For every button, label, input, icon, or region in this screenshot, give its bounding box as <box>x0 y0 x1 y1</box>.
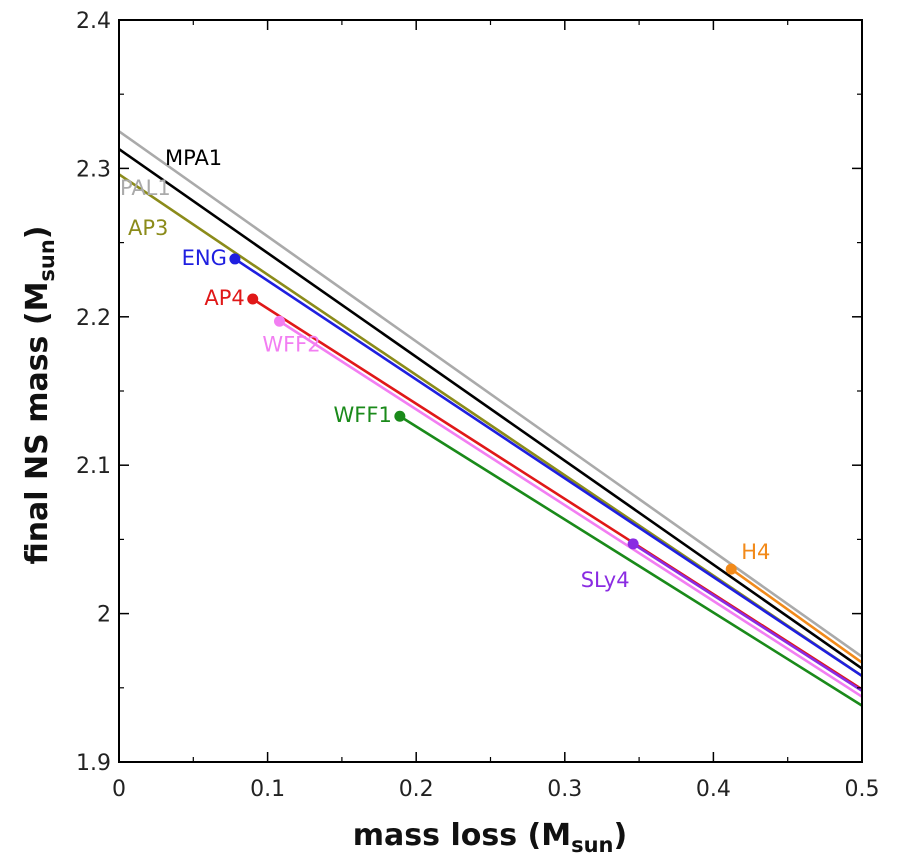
series-line-wff1 <box>399 415 863 707</box>
series-label-h4: H4 <box>741 540 770 564</box>
x-axis-title-main: mass loss (M <box>353 818 571 853</box>
series-marker-h4 <box>725 563 737 575</box>
x-axis-title-sub: sun <box>571 833 613 854</box>
x-tick-label: 0.5 <box>845 777 880 802</box>
y-tick-label: 2.4 <box>76 9 111 34</box>
series-label-wff2: WFF2 <box>262 332 320 356</box>
y-axis-title-end: ) <box>20 225 55 239</box>
y-tick-label: 2.2 <box>76 306 111 331</box>
x-tick-label: 0.1 <box>250 777 285 802</box>
plot-frame <box>118 19 863 763</box>
series-line-wff2 <box>278 320 863 698</box>
y-axis-title-main: final NS mass (M <box>20 282 55 565</box>
y-tick-label: 2.3 <box>76 157 111 182</box>
x-tick-label: 0.3 <box>547 777 582 802</box>
series-marker-wff1 <box>394 410 406 422</box>
series-line-mpa1 <box>118 148 863 670</box>
series-label-ap3: AP3 <box>128 216 168 240</box>
tick-layer: 0 0.1 0.2 0.3 0.4 0.5 1.9 2 2.1 2.2 2.3 2.4 <box>76 9 880 802</box>
series-label-wff1: WFF1 <box>334 403 392 427</box>
series-line-eng <box>234 257 863 678</box>
series-line-h4 <box>730 568 863 664</box>
y-tick-label: 2 <box>97 603 111 628</box>
series-marker-sly4 <box>627 538 639 550</box>
x-tick-label: 0 <box>112 777 126 802</box>
y-tick-label: 2.1 <box>76 454 111 479</box>
series-label-ap4: AP4 <box>204 286 244 310</box>
series-line-pal1 <box>118 130 863 658</box>
plot-background <box>119 20 862 762</box>
x-tick-label: 0.2 <box>399 777 434 802</box>
series-line-sly4 <box>632 542 863 692</box>
x-tick-label: 0.4 <box>696 777 731 802</box>
label-layer: PAL1 MPA1 AP3 ENG AP4 WFF2 WFF1 SLy4 H4 <box>120 146 770 592</box>
series-marker-wff2 <box>273 315 285 327</box>
marker-layer <box>229 253 737 575</box>
series-label-pal1: PAL1 <box>120 176 171 200</box>
series-label-mpa1: MPA1 <box>165 146 222 170</box>
y-axis-title-sub: sun <box>35 239 59 281</box>
series-label-eng: ENG <box>182 246 227 270</box>
series-label-sly4: SLy4 <box>581 568 630 592</box>
series-marker-ap4 <box>247 293 259 305</box>
series-layer <box>118 130 863 707</box>
y-tick-label: 1.9 <box>76 751 111 776</box>
x-axis-title: mass loss (Msun) <box>353 818 627 854</box>
y-axis-title: final NS mass (Msun) <box>20 225 59 564</box>
x-axis-title-end: ) <box>613 818 627 853</box>
series-marker-eng <box>229 253 241 265</box>
